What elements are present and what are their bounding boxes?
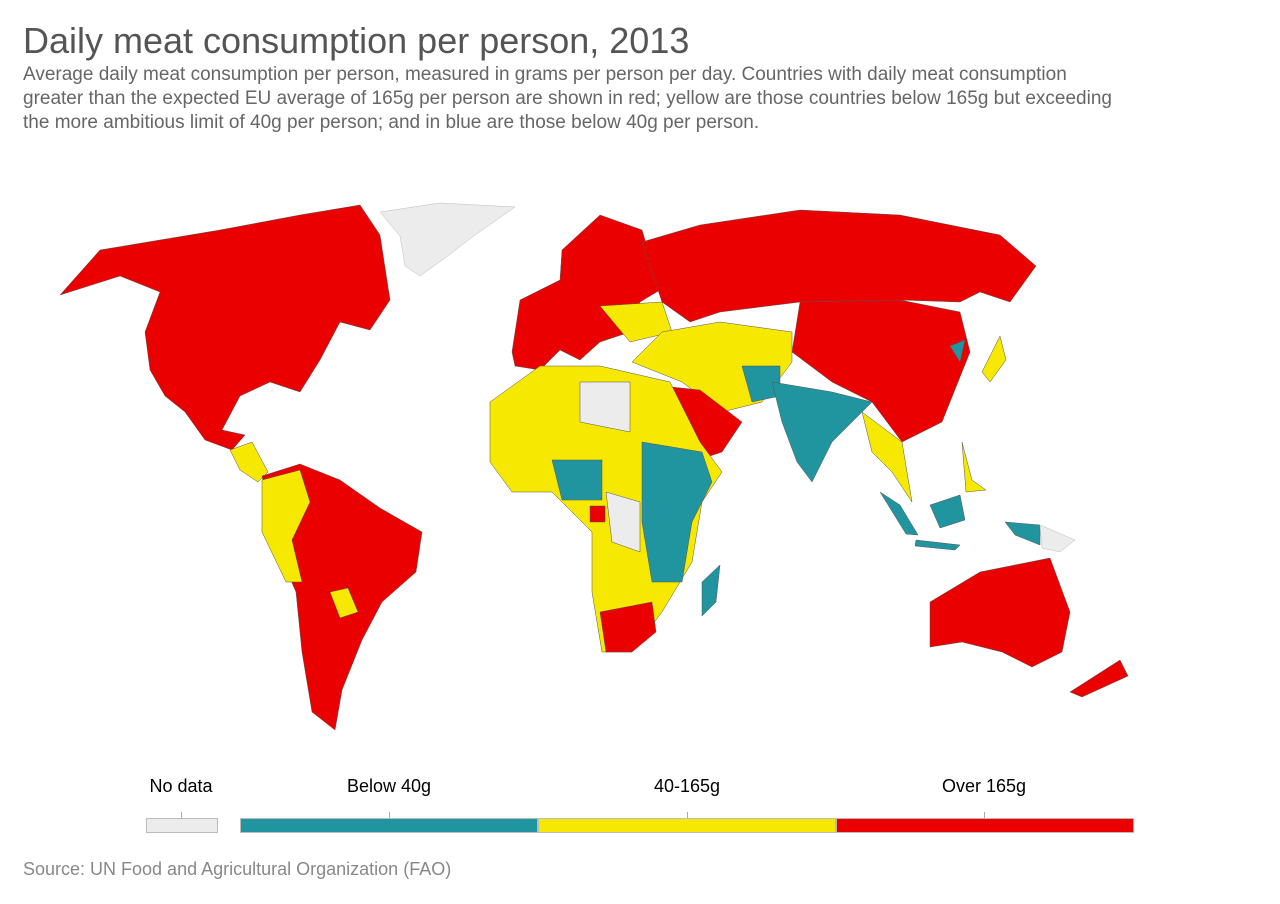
region-china[interactable] (791, 299, 971, 443)
region-north-america[interactable] (59, 204, 391, 451)
legend-swatch-40-165 (538, 818, 836, 833)
legend-label-over-165: Over 165g (941, 776, 1027, 796)
legend-tick (181, 812, 182, 818)
legend-label-below-40: Below 40g (346, 776, 432, 796)
region-south-africa[interactable] (599, 601, 657, 653)
region-new-zealand[interactable] (1069, 659, 1129, 698)
chart-title: Daily meat consumption per person, 2013 (23, 20, 690, 61)
region-north-africa-nodata[interactable] (579, 381, 631, 433)
region-europe[interactable] (511, 214, 661, 371)
region-east-africa[interactable] (641, 441, 713, 583)
region-borneo[interactable] (929, 494, 966, 529)
region-papua[interactable] (1004, 521, 1041, 546)
region-philippines[interactable] (961, 441, 987, 493)
region-central-africa-nodata[interactable] (605, 491, 641, 553)
region-greenland[interactable] (379, 202, 516, 277)
region-andes[interactable] (261, 469, 311, 583)
region-madagascar[interactable] (701, 564, 721, 617)
region-australia[interactable] (929, 557, 1071, 668)
legend-tick (984, 812, 985, 818)
legend-label-40-165: 40-165g (653, 776, 721, 796)
region-png-nodata[interactable] (1039, 524, 1076, 553)
legend-swatch-below-40 (240, 818, 538, 833)
legend-label-no-data: No data (149, 776, 213, 796)
region-southeast-asia[interactable] (861, 411, 913, 503)
region-korea[interactable] (949, 339, 966, 363)
legend-tick (687, 812, 688, 818)
region-russia[interactable] (641, 209, 1037, 323)
legend-swatch-over-165 (836, 818, 1134, 833)
legend-swatch-no-data (146, 818, 218, 833)
region-west-africa[interactable] (551, 459, 603, 501)
region-india[interactable] (771, 381, 873, 483)
region-paraguay[interactable] (329, 587, 359, 619)
region-java[interactable] (914, 539, 961, 551)
region-sumatra[interactable] (879, 491, 919, 536)
legend-tick (389, 812, 390, 818)
source-note: Source: UN Food and Agricultural Organiz… (23, 859, 452, 879)
region-gabon[interactable] (589, 505, 606, 523)
region-japan[interactable] (981, 335, 1007, 383)
chart-subtitle: Average daily meat consumption per perso… (23, 64, 1112, 133)
